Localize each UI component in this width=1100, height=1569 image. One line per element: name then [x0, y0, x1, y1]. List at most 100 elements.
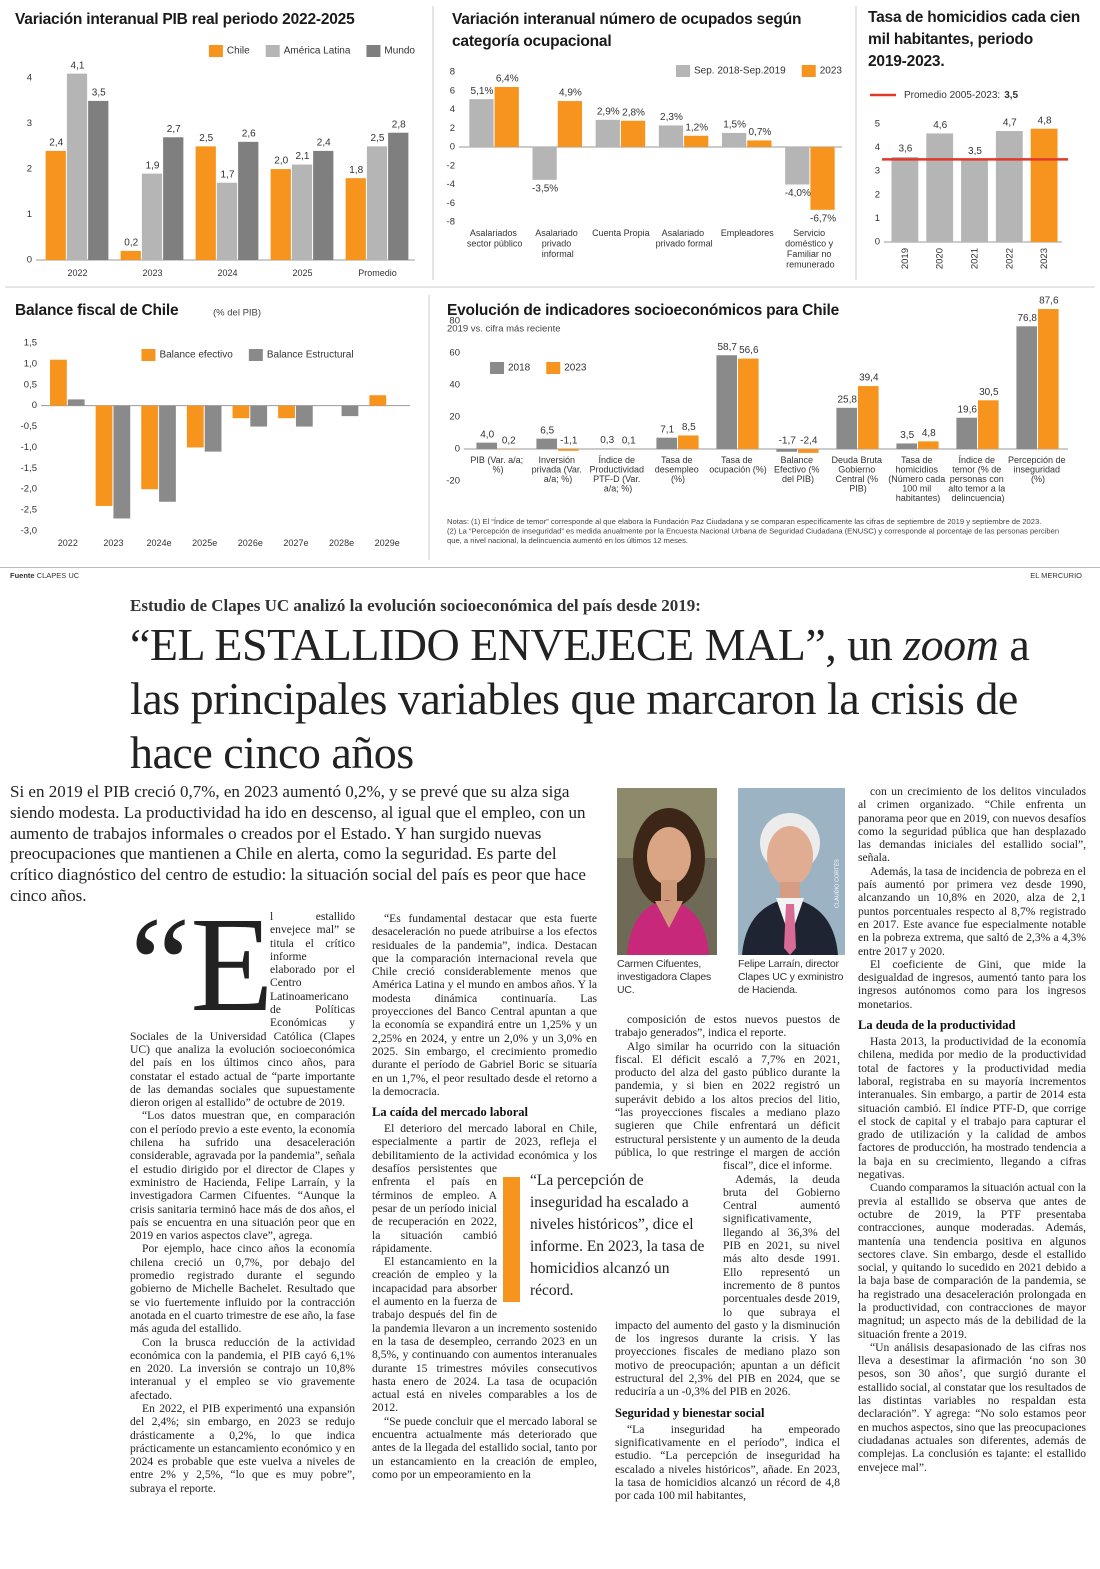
- chart-subtitle: (% del PIB): [213, 308, 261, 319]
- lead: Si en 2019 el PIB creció 0,7%, en 2023 a…: [10, 782, 586, 905]
- paragraph: Por ejemplo, hace cinco años la economía…: [130, 1242, 355, 1336]
- value-label: 4,7: [1003, 118, 1017, 129]
- text-line: (%): [1031, 474, 1045, 484]
- text-line: Asalariados: [470, 228, 520, 238]
- source-label: Fuente: [10, 571, 35, 580]
- publisher: EL MERCURIO: [1030, 571, 1082, 580]
- chart-title: Tasa de homicidios cada cien mil habitan…: [868, 9, 1084, 70]
- text-line: habitantes): [896, 493, 941, 503]
- x-tick-label: 2023: [103, 538, 123, 548]
- chart-title: Variación interanual número de ocupados …: [452, 11, 805, 50]
- y-tick-label: 4: [27, 73, 32, 84]
- bar: [195, 146, 216, 260]
- text-line: Gobierno: [838, 465, 878, 475]
- value-label: 1,7: [221, 169, 235, 180]
- x-tick-label: 2025e: [192, 538, 217, 548]
- y-tick-label: 20: [449, 412, 460, 423]
- bar: [295, 405, 313, 427]
- bar: [345, 178, 366, 260]
- bar: [204, 405, 222, 452]
- bar: [721, 132, 747, 147]
- text-line: 2025e: [192, 538, 217, 548]
- headline-text: a las principales variables que marcaron…: [130, 619, 1030, 778]
- value-label: 1,2%: [685, 122, 708, 133]
- value-label: -1,7: [779, 436, 797, 447]
- value-label: 3,5: [900, 430, 914, 441]
- bar: [476, 442, 497, 450]
- y-tick-label: -2: [447, 160, 455, 171]
- y-tick-label: -2,5: [21, 505, 37, 516]
- bar: [186, 405, 204, 448]
- y-tick-label: -20: [446, 476, 460, 487]
- text-line: a/a; %): [544, 474, 573, 484]
- value-label: 2,6: [242, 128, 256, 139]
- text-line: inseguridad: [1013, 465, 1062, 475]
- pull-quote: “La percepción de inseguridad ha escalad…: [530, 1172, 705, 1299]
- bar: [88, 100, 109, 260]
- value-label: 2,8: [392, 119, 406, 130]
- y-tick-label: -1,5: [21, 463, 37, 474]
- bar: [141, 405, 159, 490]
- x-tick-label: Tasa de ocupación (%): [709, 455, 767, 475]
- value-label: 4,8: [922, 428, 936, 439]
- bar: [738, 358, 759, 450]
- text-line: Deuda Bruta: [831, 455, 884, 465]
- text-line: Tasa de: [661, 455, 695, 465]
- text-line: 2022: [67, 268, 87, 278]
- bar: [995, 131, 1023, 242]
- bar: [113, 405, 131, 519]
- value-label: 0,2: [502, 435, 516, 446]
- x-tick-label: Cuenta Propia: [592, 228, 650, 238]
- x-tick-label: Asalariados sector público: [467, 228, 523, 249]
- legend-swatch: [490, 362, 504, 374]
- text-line: 2027e: [283, 538, 308, 548]
- value-label: 8,5: [682, 422, 696, 433]
- bar: [978, 400, 999, 450]
- text-line: Familiar no: [787, 249, 834, 259]
- text-line: Promedio: [358, 268, 397, 278]
- value-label: 4,6: [933, 120, 947, 131]
- value-label: -2,4: [800, 436, 818, 447]
- x-tick-label: 2026e: [238, 538, 263, 548]
- y-tick-label: -0,5: [21, 421, 37, 432]
- paragraph: “Es fundamental destacar que esta fuerte…: [372, 912, 597, 1098]
- text-line: Índice de: [598, 455, 637, 465]
- paragraph: En 2022, el PIB experimentó una expansió…: [130, 1401, 355, 1495]
- text-line: 100 mil: [902, 484, 934, 494]
- y-tick-label: 60: [449, 348, 460, 359]
- value-label: 1,5%: [723, 120, 746, 131]
- text-line: privado formal: [656, 239, 713, 249]
- y-tick-label: 0,5: [24, 379, 37, 390]
- value-label: 1,9: [146, 160, 160, 171]
- x-tick-label: 2024: [217, 268, 237, 278]
- value-label: 3,5: [968, 146, 982, 157]
- value-label: 87,6: [1039, 296, 1059, 307]
- value-label: 2,1: [296, 151, 310, 162]
- y-tick-label: -8: [447, 217, 455, 228]
- bar: [656, 437, 677, 450]
- bar: [45, 150, 66, 260]
- bar: [1038, 309, 1059, 450]
- text-line: Índice de: [958, 455, 997, 465]
- text-line: PIB): [849, 484, 867, 494]
- text-line: personas con: [950, 474, 1007, 484]
- bar: [595, 119, 620, 147]
- value-label: 2,5: [371, 133, 385, 144]
- legend-text: Promedio 2005-2023:: [904, 90, 1000, 101]
- photo-caption: Felipe Larraín, director Clapes UC y exm…: [738, 958, 844, 996]
- x-tick-label: 2023: [1039, 248, 1050, 269]
- value-label: 56,6: [739, 345, 759, 356]
- value-label: 2,9%: [597, 106, 620, 117]
- x-tick-label: Tasa de desempleo (%): [655, 455, 702, 484]
- bar: [891, 157, 919, 242]
- text-line: a/a; %): [604, 484, 633, 494]
- text-line: que, a nivel nacional, la delincuencia a…: [447, 536, 688, 545]
- article-column: composición de estos nuevos puestos de t…: [615, 1013, 840, 1567]
- source-text: CLAPES UC: [36, 571, 80, 580]
- y-tick-label: 40: [449, 380, 460, 391]
- paragraph: con un crecimiento de los delitos vincul…: [858, 785, 1086, 865]
- text-line: 2024: [217, 268, 237, 278]
- x-tick-label: 2022: [58, 538, 78, 548]
- x-tick-label: 2021: [970, 248, 981, 269]
